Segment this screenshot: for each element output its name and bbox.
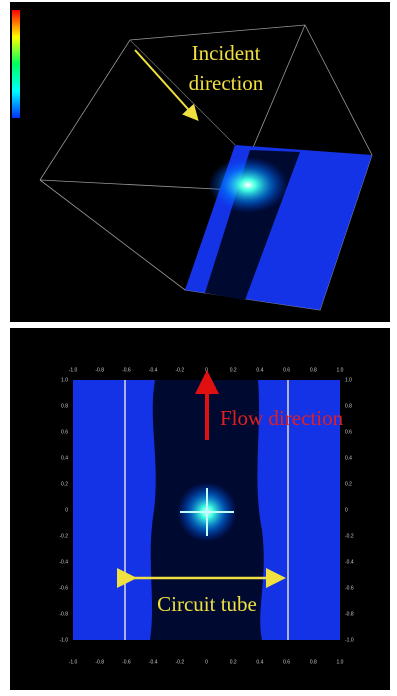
x-tick-label: 1.0 — [337, 659, 344, 665]
y-tick-label: 0.2 — [345, 481, 352, 487]
x-tick-label: -1.0 — [69, 367, 78, 373]
y-tick-label: -1.0 — [59, 637, 68, 643]
y-tick-label: 1.0 — [345, 377, 352, 383]
bottom-panel: Flow direction Circuit tube -1.0 -1.0 -0.8… — [10, 328, 390, 690]
x-tick-label: 0.8 — [310, 367, 317, 373]
x-tick-label: 0.6 — [283, 659, 290, 665]
y-tick-label: -0.8 — [345, 611, 354, 617]
y-tick-label: 0.4 — [345, 455, 352, 461]
y-tick-label: -0.4 — [59, 559, 68, 565]
y-tick-label: -0.2 — [345, 533, 354, 539]
x-tick-label: 0.8 — [310, 659, 317, 665]
tube-label: Circuit tube — [157, 592, 257, 616]
x-tick-label: 1.0 — [337, 367, 344, 373]
y-tick-label: 0.6 — [345, 429, 352, 435]
x-tick-label: -0.2 — [175, 367, 184, 373]
x-tick-label: -0.6 — [122, 367, 131, 373]
annotation: Incident — [192, 41, 261, 65]
annotation: direction — [189, 71, 264, 95]
x-tick-label: 0.4 — [256, 367, 263, 373]
y-tick-label: 0 — [345, 507, 348, 513]
x-tick-label: -0.2 — [175, 659, 184, 665]
y-tick-label: 0.8 — [345, 403, 352, 409]
x-tick-label: 0.2 — [230, 659, 237, 665]
figure: Incident direction Flow direction Circui… — [0, 0, 397, 696]
x-tick-label: -0.8 — [95, 659, 104, 665]
y-tick-label: 0.4 — [61, 455, 68, 461]
y-tick-label: -1.0 — [345, 637, 354, 643]
x-tick-label: -0.4 — [149, 367, 158, 373]
x-tick-label: 0 — [205, 367, 208, 373]
x-tick-label: 0.4 — [256, 659, 263, 665]
scatter-glow — [208, 157, 288, 213]
top-panel: Incident direction — [10, 2, 390, 322]
y-tick-label: 0.8 — [61, 403, 68, 409]
y-tick-label: -0.4 — [345, 559, 354, 565]
x-tick-label: -0.8 — [95, 367, 104, 373]
x-tick-label: 0.6 — [283, 367, 290, 373]
y-tick-label: 1.0 — [61, 377, 68, 383]
y-tick-label: 0 — [65, 507, 68, 513]
flow-label: Flow direction — [220, 406, 344, 430]
y-tick-label: 0.6 — [61, 429, 68, 435]
x-tick-label: -0.4 — [149, 659, 158, 665]
x-tick-label: -1.0 — [69, 659, 78, 665]
y-tick-label: -0.6 — [59, 585, 68, 591]
x-tick-label: 0 — [205, 659, 208, 665]
x-tick-label: -0.6 — [122, 659, 131, 665]
color-bar — [12, 10, 20, 118]
y-tick-label: -0.8 — [59, 611, 68, 617]
y-tick-label: 0.2 — [61, 481, 68, 487]
x-tick-label: 0.2 — [230, 367, 237, 373]
y-tick-label: -0.6 — [345, 585, 354, 591]
y-tick-label: -0.2 — [59, 533, 68, 539]
